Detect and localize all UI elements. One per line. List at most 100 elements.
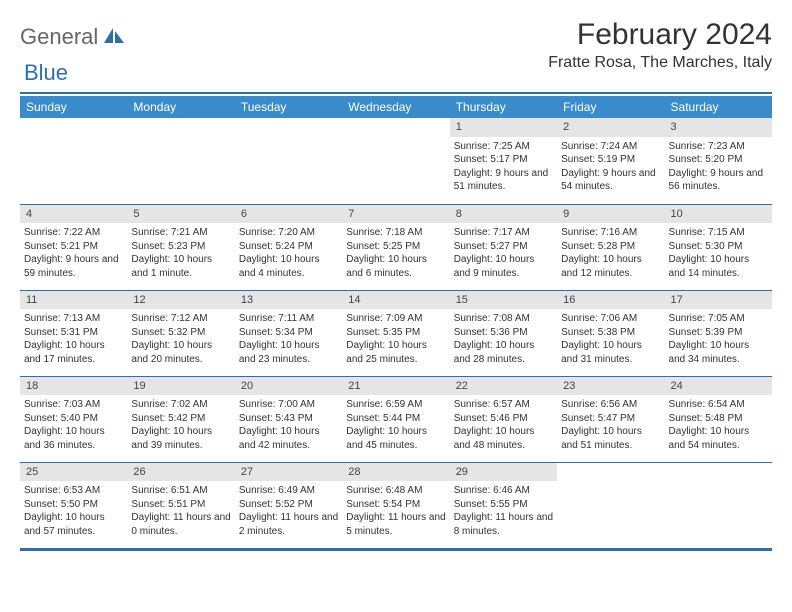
day-number: 9 xyxy=(557,205,664,224)
day-details: Sunrise: 7:25 AMSunset: 5:17 PMDaylight:… xyxy=(450,137,557,196)
weekday-header: Friday xyxy=(557,96,664,118)
weekday-header: Saturday xyxy=(665,96,772,118)
calendar-cell: 5Sunrise: 7:21 AMSunset: 5:23 PMDaylight… xyxy=(127,204,234,290)
calendar-cell: 1Sunrise: 7:25 AMSunset: 5:17 PMDaylight… xyxy=(450,118,557,204)
weekday-header: Tuesday xyxy=(235,96,342,118)
day-number: 12 xyxy=(127,291,234,310)
day-details: Sunrise: 7:05 AMSunset: 5:39 PMDaylight:… xyxy=(665,309,772,368)
calendar-cell: 11Sunrise: 7:13 AMSunset: 5:31 PMDayligh… xyxy=(20,290,127,376)
day-details: Sunrise: 7:15 AMSunset: 5:30 PMDaylight:… xyxy=(665,223,772,282)
day-details: Sunrise: 6:57 AMSunset: 5:46 PMDaylight:… xyxy=(450,395,557,454)
calendar-cell: 2Sunrise: 7:24 AMSunset: 5:19 PMDaylight… xyxy=(557,118,664,204)
day-number: 14 xyxy=(342,291,449,310)
calendar-week-row: 25Sunrise: 6:53 AMSunset: 5:50 PMDayligh… xyxy=(20,462,772,548)
calendar-cell: 13Sunrise: 7:11 AMSunset: 5:34 PMDayligh… xyxy=(235,290,342,376)
day-details: Sunrise: 7:11 AMSunset: 5:34 PMDaylight:… xyxy=(235,309,342,368)
day-details: Sunrise: 7:16 AMSunset: 5:28 PMDaylight:… xyxy=(557,223,664,282)
calendar-cell: 16Sunrise: 7:06 AMSunset: 5:38 PMDayligh… xyxy=(557,290,664,376)
day-number: 18 xyxy=(20,377,127,396)
calendar-week-row: 4Sunrise: 7:22 AMSunset: 5:21 PMDaylight… xyxy=(20,204,772,290)
calendar-week-row: 1Sunrise: 7:25 AMSunset: 5:17 PMDaylight… xyxy=(20,118,772,204)
day-number: 20 xyxy=(235,377,342,396)
day-details: Sunrise: 7:21 AMSunset: 5:23 PMDaylight:… xyxy=(127,223,234,282)
day-details: Sunrise: 7:18 AMSunset: 5:25 PMDaylight:… xyxy=(342,223,449,282)
day-details: Sunrise: 7:23 AMSunset: 5:20 PMDaylight:… xyxy=(665,137,772,196)
weekday-header: Thursday xyxy=(450,96,557,118)
logo-sails-icon xyxy=(102,25,126,50)
day-number: 1 xyxy=(450,118,557,137)
day-details: Sunrise: 6:56 AMSunset: 5:47 PMDaylight:… xyxy=(557,395,664,454)
calendar-cell: 23Sunrise: 6:56 AMSunset: 5:47 PMDayligh… xyxy=(557,376,664,462)
day-number: 7 xyxy=(342,205,449,224)
calendar-cell: 18Sunrise: 7:03 AMSunset: 5:40 PMDayligh… xyxy=(20,376,127,462)
day-number: 25 xyxy=(20,463,127,482)
day-number: 26 xyxy=(127,463,234,482)
calendar-cell: 21Sunrise: 6:59 AMSunset: 5:44 PMDayligh… xyxy=(342,376,449,462)
calendar-cell xyxy=(342,118,449,204)
day-number: 15 xyxy=(450,291,557,310)
day-details: Sunrise: 6:53 AMSunset: 5:50 PMDaylight:… xyxy=(20,481,127,540)
calendar-cell xyxy=(557,462,664,548)
calendar-cell: 17Sunrise: 7:05 AMSunset: 5:39 PMDayligh… xyxy=(665,290,772,376)
day-number: 10 xyxy=(665,205,772,224)
day-details: Sunrise: 7:06 AMSunset: 5:38 PMDaylight:… xyxy=(557,309,664,368)
day-number: 8 xyxy=(450,205,557,224)
day-number: 5 xyxy=(127,205,234,224)
day-number: 29 xyxy=(450,463,557,482)
calendar-cell: 4Sunrise: 7:22 AMSunset: 5:21 PMDaylight… xyxy=(20,204,127,290)
day-number: 19 xyxy=(127,377,234,396)
calendar-cell: 8Sunrise: 7:17 AMSunset: 5:27 PMDaylight… xyxy=(450,204,557,290)
day-details: Sunrise: 7:13 AMSunset: 5:31 PMDaylight:… xyxy=(20,309,127,368)
calendar-cell: 7Sunrise: 7:18 AMSunset: 5:25 PMDaylight… xyxy=(342,204,449,290)
weekday-header: Monday xyxy=(127,96,234,118)
day-details: Sunrise: 6:54 AMSunset: 5:48 PMDaylight:… xyxy=(665,395,772,454)
day-number: 28 xyxy=(342,463,449,482)
calendar-week-row: 18Sunrise: 7:03 AMSunset: 5:40 PMDayligh… xyxy=(20,376,772,462)
calendar-cell: 20Sunrise: 7:00 AMSunset: 5:43 PMDayligh… xyxy=(235,376,342,462)
day-number: 16 xyxy=(557,291,664,310)
calendar-cell: 22Sunrise: 6:57 AMSunset: 5:46 PMDayligh… xyxy=(450,376,557,462)
calendar-table: SundayMondayTuesdayWednesdayThursdayFrid… xyxy=(20,96,772,549)
calendar-cell: 24Sunrise: 6:54 AMSunset: 5:48 PMDayligh… xyxy=(665,376,772,462)
day-number: 27 xyxy=(235,463,342,482)
day-details: Sunrise: 7:20 AMSunset: 5:24 PMDaylight:… xyxy=(235,223,342,282)
top-divider xyxy=(20,92,772,94)
logo-text-blue: Blue xyxy=(24,60,68,86)
day-number: 2 xyxy=(557,118,664,137)
day-details: Sunrise: 7:24 AMSunset: 5:19 PMDaylight:… xyxy=(557,137,664,196)
day-number: 24 xyxy=(665,377,772,396)
day-number: 13 xyxy=(235,291,342,310)
calendar-cell: 29Sunrise: 6:46 AMSunset: 5:55 PMDayligh… xyxy=(450,462,557,548)
calendar-cell xyxy=(127,118,234,204)
logo: General xyxy=(20,18,128,50)
day-number: 23 xyxy=(557,377,664,396)
calendar-week-row: 11Sunrise: 7:13 AMSunset: 5:31 PMDayligh… xyxy=(20,290,772,376)
calendar-cell: 28Sunrise: 6:48 AMSunset: 5:54 PMDayligh… xyxy=(342,462,449,548)
day-number: 4 xyxy=(20,205,127,224)
calendar-cell: 27Sunrise: 6:49 AMSunset: 5:52 PMDayligh… xyxy=(235,462,342,548)
weekday-header: Wednesday xyxy=(342,96,449,118)
calendar-cell: 6Sunrise: 7:20 AMSunset: 5:24 PMDaylight… xyxy=(235,204,342,290)
day-number: 3 xyxy=(665,118,772,137)
day-details: Sunrise: 7:09 AMSunset: 5:35 PMDaylight:… xyxy=(342,309,449,368)
calendar-cell: 14Sunrise: 7:09 AMSunset: 5:35 PMDayligh… xyxy=(342,290,449,376)
day-details: Sunrise: 7:12 AMSunset: 5:32 PMDaylight:… xyxy=(127,309,234,368)
day-details: Sunrise: 7:02 AMSunset: 5:42 PMDaylight:… xyxy=(127,395,234,454)
day-details: Sunrise: 6:46 AMSunset: 5:55 PMDaylight:… xyxy=(450,481,557,540)
day-details: Sunrise: 7:03 AMSunset: 5:40 PMDaylight:… xyxy=(20,395,127,454)
day-number: 6 xyxy=(235,205,342,224)
calendar-cell: 9Sunrise: 7:16 AMSunset: 5:28 PMDaylight… xyxy=(557,204,664,290)
day-details: Sunrise: 6:48 AMSunset: 5:54 PMDaylight:… xyxy=(342,481,449,540)
day-details: Sunrise: 7:08 AMSunset: 5:36 PMDaylight:… xyxy=(450,309,557,368)
day-number: 17 xyxy=(665,291,772,310)
calendar-cell: 26Sunrise: 6:51 AMSunset: 5:51 PMDayligh… xyxy=(127,462,234,548)
calendar-cell: 19Sunrise: 7:02 AMSunset: 5:42 PMDayligh… xyxy=(127,376,234,462)
day-number: 11 xyxy=(20,291,127,310)
calendar-cell: 25Sunrise: 6:53 AMSunset: 5:50 PMDayligh… xyxy=(20,462,127,548)
weekday-header: Sunday xyxy=(20,96,127,118)
day-number: 21 xyxy=(342,377,449,396)
calendar-cell: 12Sunrise: 7:12 AMSunset: 5:32 PMDayligh… xyxy=(127,290,234,376)
day-details: Sunrise: 6:49 AMSunset: 5:52 PMDaylight:… xyxy=(235,481,342,540)
logo-text-general: General xyxy=(20,24,98,50)
day-details: Sunrise: 6:59 AMSunset: 5:44 PMDaylight:… xyxy=(342,395,449,454)
